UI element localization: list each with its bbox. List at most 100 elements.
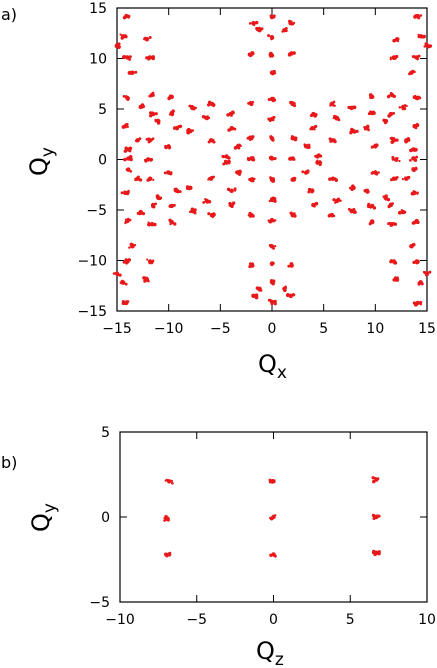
data-point	[409, 147, 418, 153]
panel-a-y-axis-label: Qy	[25, 147, 58, 176]
data-point	[392, 37, 400, 43]
data-point	[173, 124, 183, 131]
panel-a-label: a)	[1, 5, 17, 24]
data-point	[154, 118, 161, 125]
y-tick-label: 5	[101, 425, 110, 441]
data-point	[289, 100, 297, 108]
data-point	[142, 276, 150, 283]
data-point	[332, 197, 342, 204]
x-tick-label: 5	[346, 612, 355, 628]
panel-a-y-axis-main: Q	[25, 157, 53, 176]
data-point	[348, 184, 356, 192]
panel-b-label: b)	[1, 453, 17, 472]
y-tick-label: −15	[77, 304, 107, 320]
x-tick-label: 10	[418, 612, 436, 628]
data-point	[412, 94, 422, 101]
data-point	[311, 201, 319, 208]
data-point	[382, 194, 391, 202]
data-point	[408, 155, 419, 163]
data-point	[207, 100, 216, 108]
data-point	[248, 177, 256, 183]
data-point	[417, 280, 424, 286]
data-point	[112, 271, 122, 277]
data-point	[411, 54, 421, 61]
data-point	[248, 262, 255, 269]
data-point	[121, 55, 132, 61]
data-point	[369, 93, 375, 100]
data-point	[422, 270, 432, 277]
data-point	[287, 51, 296, 57]
data-point	[370, 143, 379, 149]
data-point	[371, 513, 381, 520]
data-point	[371, 476, 380, 484]
data-point	[387, 111, 396, 118]
data-point	[267, 217, 277, 224]
data-point	[255, 26, 264, 33]
data-point	[168, 109, 175, 117]
data-point	[122, 13, 131, 20]
data-point	[366, 202, 377, 210]
data-point	[201, 115, 211, 121]
panel-a-x-axis-main: Q	[258, 350, 277, 378]
data-point	[390, 175, 399, 182]
data-point	[147, 221, 157, 227]
y-tick-label: 5	[98, 102, 107, 118]
data-point	[173, 187, 182, 194]
data-point	[290, 176, 297, 182]
panel-a-x-axis-label: Qx	[258, 350, 287, 383]
x-tick-label: 0	[268, 321, 277, 337]
data-point	[121, 299, 130, 306]
data-point	[247, 100, 255, 107]
panel-b: b) −10 −5 0 5 10−505 Qz Qy	[1, 425, 436, 668]
data-point	[246, 135, 255, 141]
panel-b-x-axis-main: Q	[256, 637, 275, 665]
data-point	[282, 285, 287, 293]
data-point	[163, 170, 173, 176]
data-point	[410, 190, 419, 196]
panel-b-x-axis-label: Qz	[256, 637, 284, 668]
data-point	[309, 124, 318, 131]
data-point	[234, 169, 242, 176]
y-tick-label: −10	[77, 254, 107, 270]
data-point	[155, 194, 163, 201]
data-point	[397, 209, 407, 215]
data-point	[251, 293, 259, 300]
data-point	[119, 279, 128, 286]
data-point	[134, 175, 143, 182]
x-tick-label: −10	[154, 321, 184, 337]
data-point	[315, 159, 323, 167]
data-point	[121, 122, 129, 129]
data-point	[269, 14, 276, 20]
data-point	[134, 137, 142, 143]
data-point	[145, 137, 155, 144]
data-point	[281, 27, 288, 33]
data-point	[412, 259, 420, 265]
data-point	[233, 143, 242, 150]
data-point	[382, 118, 389, 125]
data-point	[387, 202, 395, 209]
data-point	[269, 69, 277, 76]
data-point	[347, 105, 357, 111]
data-point	[227, 125, 237, 132]
y-tick-label: 0	[101, 510, 110, 526]
data-point	[269, 135, 275, 142]
data-point	[269, 514, 277, 521]
data-point	[188, 104, 197, 111]
y-tick-label: −5	[86, 203, 107, 219]
data-point	[222, 159, 231, 166]
data-point	[367, 110, 376, 116]
data-point	[127, 70, 138, 75]
x-tick-label: 0	[269, 612, 278, 628]
x-tick-label: −5	[186, 612, 207, 628]
data-point	[207, 175, 215, 181]
data-point	[123, 146, 133, 153]
data-point	[188, 207, 197, 215]
data-point	[423, 42, 433, 49]
data-point	[408, 69, 416, 76]
x-tick-label: −15	[102, 321, 132, 337]
data-point	[228, 201, 236, 209]
data-point	[314, 153, 323, 159]
data-point	[412, 300, 423, 307]
data-point	[150, 202, 157, 209]
